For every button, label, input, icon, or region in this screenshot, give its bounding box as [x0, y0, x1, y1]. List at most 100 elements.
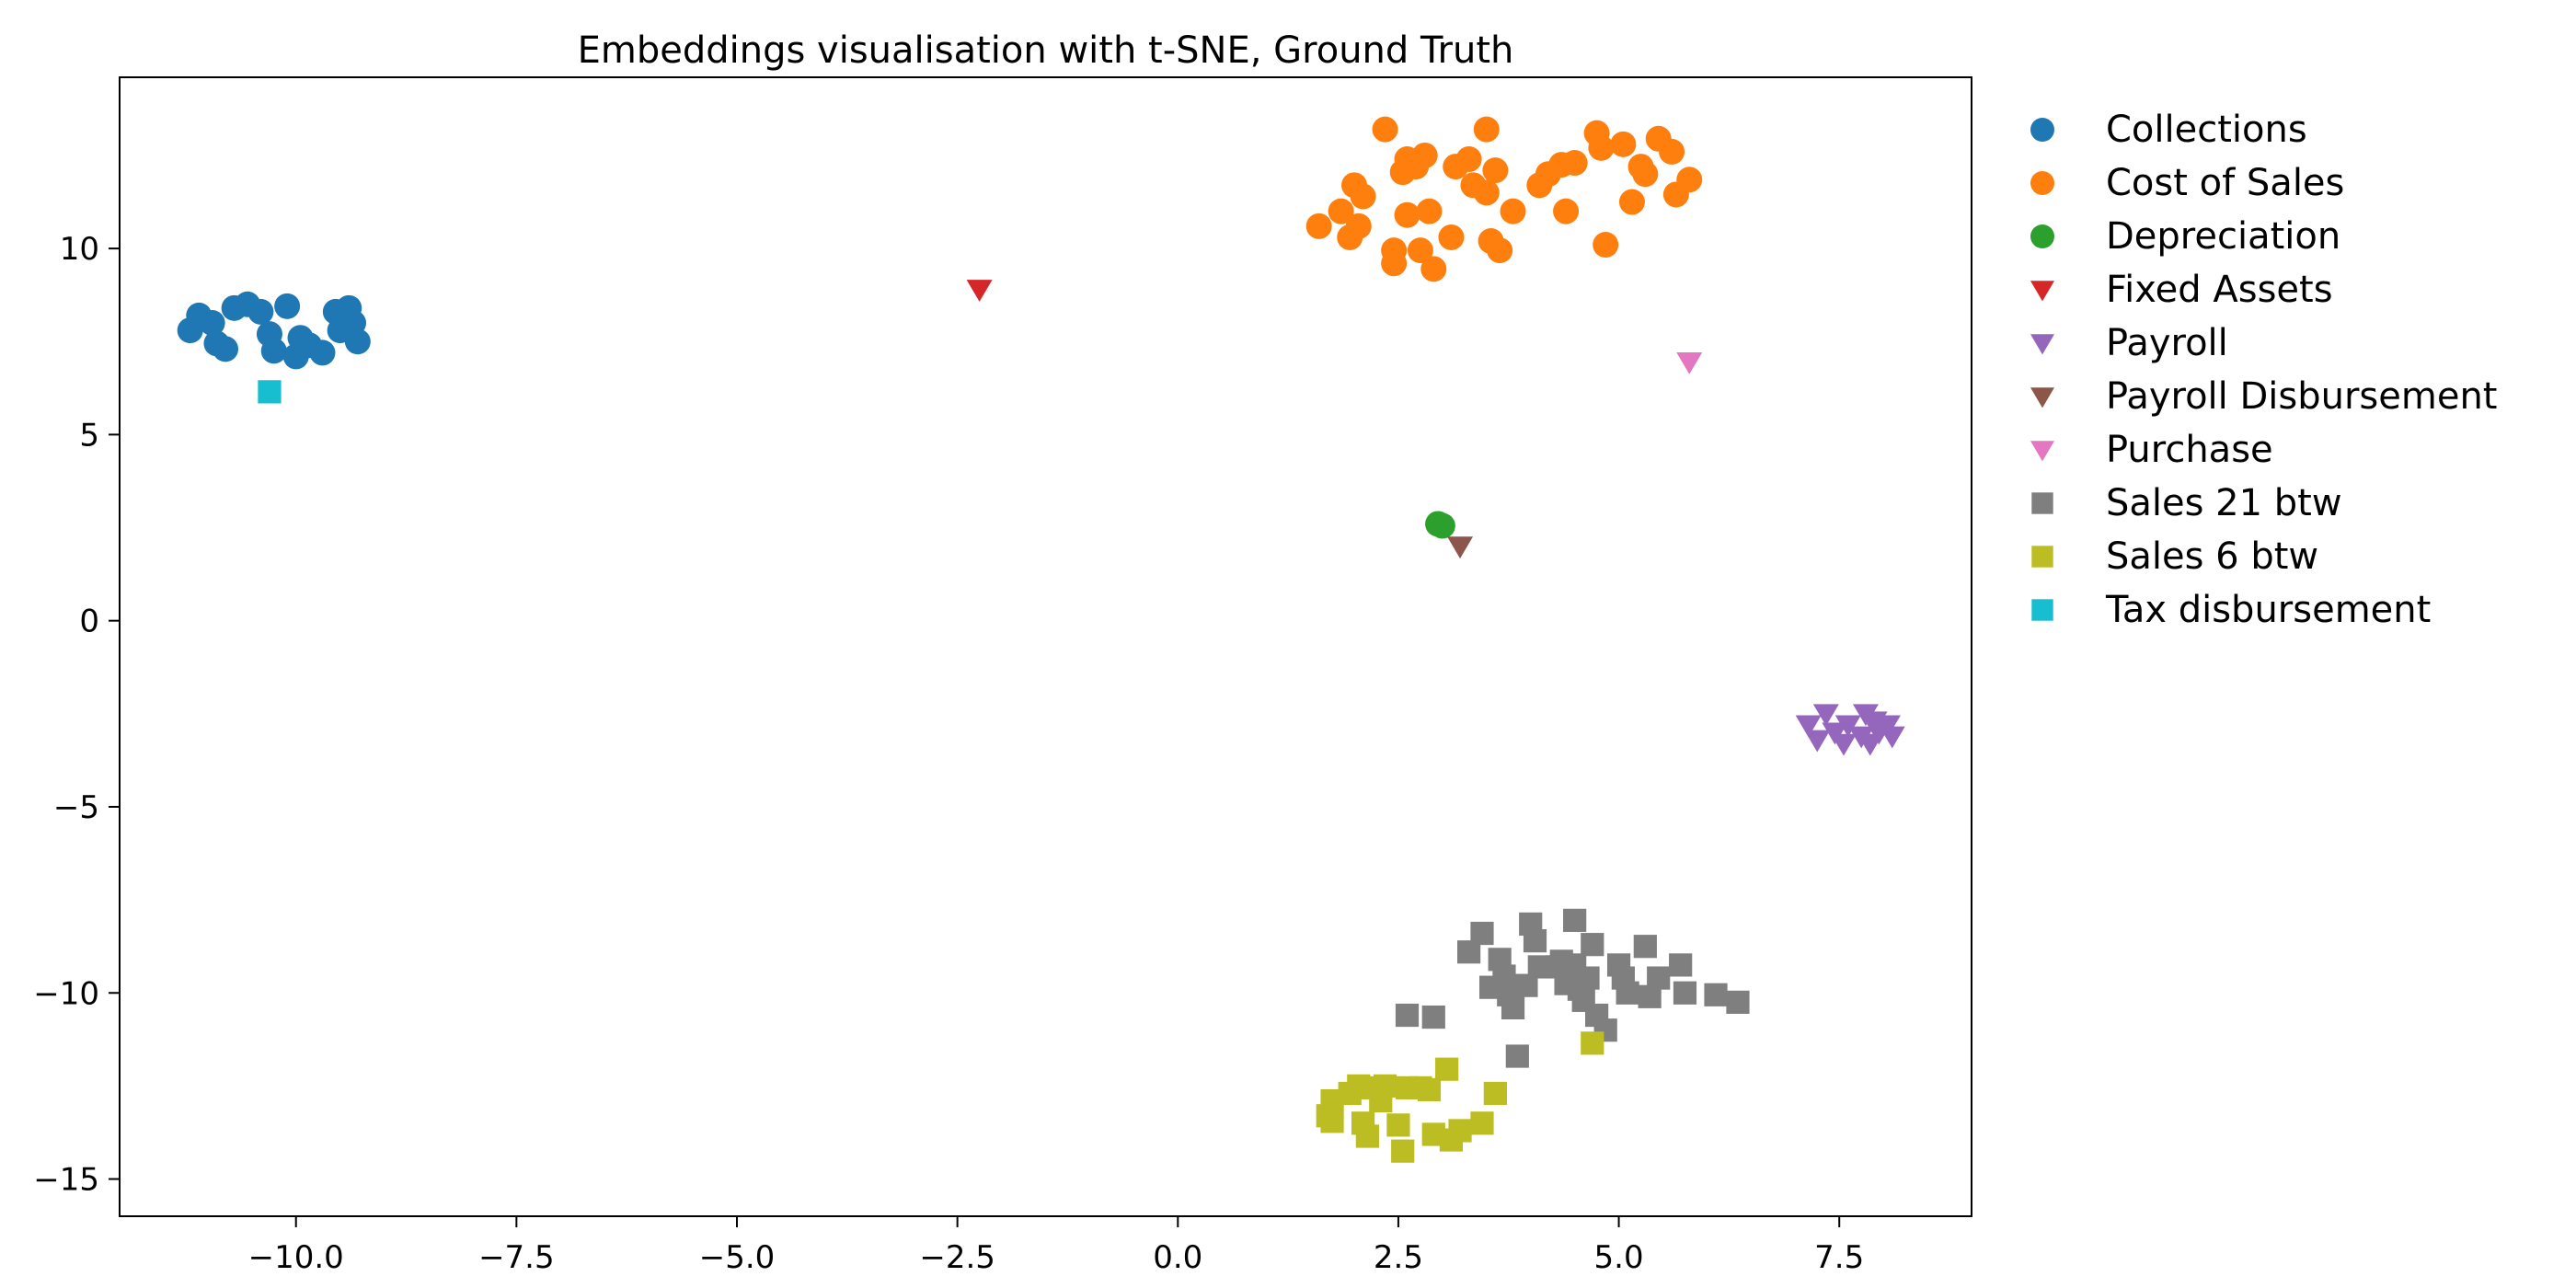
- legend-marker-depreciation-icon: [2030, 224, 2054, 248]
- point-sales-21-btw: [1505, 1044, 1529, 1068]
- point-payroll: [1812, 704, 1839, 727]
- axis-ticks: −10.0 −7.5 −5.0 −2.5 0.0 2.5 5.0 7.5 10 5 0 −5 −10 −1…: [33, 231, 1864, 1276]
- legend-label: Purchase: [2106, 429, 2273, 471]
- point-sales-6-btw: [1483, 1081, 1507, 1106]
- point-sales-6-btw: [1417, 1077, 1442, 1102]
- legend-item-tax-disbursement: Tax disbursement: [2029, 583, 2544, 637]
- point-fixed-assets: [966, 280, 993, 302]
- point-sales-6-btw: [1386, 1113, 1410, 1137]
- point-collections: [213, 336, 239, 362]
- point-sales-6-btw: [1320, 1110, 1344, 1133]
- point-sales-6-btw: [1448, 1119, 1472, 1143]
- y-tick-label: 5: [79, 417, 99, 454]
- legend-item-payroll-disbursement: Payroll Disbursement: [2029, 370, 2544, 423]
- legend-label: Cost of Sales: [2106, 162, 2345, 204]
- point-sales-21-btw: [1726, 990, 1750, 1014]
- legend: Collections Cost of Sales Depreciation Fixe…: [2029, 103, 2544, 637]
- point-payroll: [1879, 726, 1905, 749]
- legend-label: Payroll: [2106, 322, 2228, 364]
- point-cost-of-sales: [1407, 237, 1433, 264]
- x-tick-label: −5.0: [699, 1239, 776, 1276]
- legend-item-collections: Collections: [2029, 103, 2544, 156]
- point-payroll: [1874, 715, 1901, 738]
- y-tick-label: −10: [33, 975, 99, 1012]
- point-cost-of-sales: [1593, 232, 1619, 259]
- point-payroll: [1795, 715, 1822, 738]
- point-sales-21-btw: [1616, 981, 1639, 1005]
- point-payroll: [1804, 730, 1831, 753]
- point-cost-of-sales: [1487, 237, 1513, 264]
- legend-label: Sales 6 btw: [2106, 535, 2319, 578]
- point-cost-of-sales: [1553, 198, 1580, 224]
- x-tick-label: 0.0: [1153, 1239, 1202, 1276]
- point-purchase: [1676, 352, 1703, 374]
- point-cost-of-sales: [1372, 116, 1398, 143]
- point-payroll: [1831, 733, 1857, 756]
- point-sales-21-btw: [1673, 981, 1697, 1005]
- point-sales-6-btw: [1355, 1124, 1379, 1148]
- legend-item-cost-of-sales: Cost of Sales: [2029, 156, 2544, 210]
- point-sales-6-btw: [1435, 1057, 1459, 1081]
- legend-label: Tax disbursement: [2106, 589, 2432, 631]
- y-tick-label: 10: [60, 231, 99, 268]
- point-cost-of-sales: [1455, 146, 1482, 173]
- legend-marker-sales-6-btw-icon: [2031, 546, 2053, 568]
- point-sales-6-btw: [1391, 1139, 1415, 1163]
- point-cost-of-sales: [1482, 157, 1509, 184]
- point-cost-of-sales: [1420, 256, 1447, 282]
- legend-item-fixed-assets: Fixed Assets: [2029, 263, 2544, 316]
- point-cost-of-sales: [1588, 134, 1615, 161]
- point-payroll-disbursement: [1447, 536, 1474, 559]
- point-sales-21-btw: [1633, 935, 1657, 959]
- legend-marker-purchase-icon: [2030, 441, 2054, 462]
- point-cost-of-sales: [1473, 116, 1500, 143]
- point-cost-of-sales: [1381, 250, 1408, 277]
- point-sales-6-btw: [1470, 1111, 1494, 1135]
- point-cost-of-sales: [1394, 201, 1420, 228]
- y-tick-label: −15: [33, 1162, 99, 1199]
- legend-label: Payroll Disbursement: [2106, 375, 2498, 418]
- legend-label: Fixed Assets: [2106, 269, 2333, 311]
- legend-marker-fixed-assets-icon: [2030, 281, 2054, 302]
- point-cost-of-sales: [1659, 138, 1685, 165]
- y-tick-label: 0: [79, 604, 99, 640]
- point-cost-of-sales: [1561, 150, 1588, 177]
- point-cost-of-sales: [1473, 179, 1500, 206]
- legend-item-depreciation: Depreciation: [2029, 210, 2544, 263]
- point-cost-of-sales: [1345, 213, 1372, 239]
- point-sales-6-btw: [1581, 1031, 1604, 1055]
- point-sales-21-btw: [1704, 983, 1728, 1006]
- chart-title: Embeddings visualisation with t-SNE, Gro…: [577, 29, 1514, 72]
- legend-label: Sales 21 btw: [2106, 482, 2342, 524]
- x-tick-label: 2.5: [1374, 1239, 1423, 1276]
- point-sales-21-btw: [1581, 933, 1604, 957]
- point-depreciation: [1429, 512, 1455, 539]
- point-cost-of-sales: [1438, 224, 1465, 250]
- point-payroll: [1822, 722, 1848, 745]
- point-cost-of-sales: [1632, 161, 1659, 188]
- legend-item-sales-6-btw: Sales 6 btw: [2029, 530, 2544, 583]
- x-tick-label: −10.0: [248, 1239, 344, 1276]
- point-cost-of-sales: [1618, 189, 1645, 215]
- point-sales-21-btw: [1395, 1003, 1420, 1028]
- point-cost-of-sales: [1305, 213, 1332, 239]
- point-sales-21-btw: [1669, 953, 1693, 977]
- point-sales-21-btw: [1647, 966, 1671, 990]
- point-sales-21-btw: [1576, 966, 1600, 990]
- x-tick-label: −7.5: [478, 1239, 555, 1276]
- legend-marker-collections-icon: [2030, 118, 2054, 142]
- point-cost-of-sales: [1411, 142, 1438, 168]
- legend-marker-sales-21-btw-icon: [2031, 492, 2053, 514]
- x-tick-label: 5.0: [1594, 1239, 1644, 1276]
- point-sales-6-btw: [1373, 1074, 1397, 1098]
- x-tick-label: 7.5: [1814, 1239, 1864, 1276]
- legend-marker-payroll-icon: [2030, 334, 2054, 355]
- point-collections: [260, 338, 287, 364]
- point-tax-disbursement: [258, 380, 282, 404]
- point-cost-of-sales: [1610, 131, 1637, 157]
- point-cost-of-sales: [1676, 167, 1703, 193]
- legend-item-sales-21-btw: Sales 21 btw: [2029, 477, 2544, 530]
- point-collections: [274, 293, 301, 319]
- plot-area-frame: [119, 76, 1972, 1217]
- legend-item-purchase: Purchase: [2029, 423, 2544, 477]
